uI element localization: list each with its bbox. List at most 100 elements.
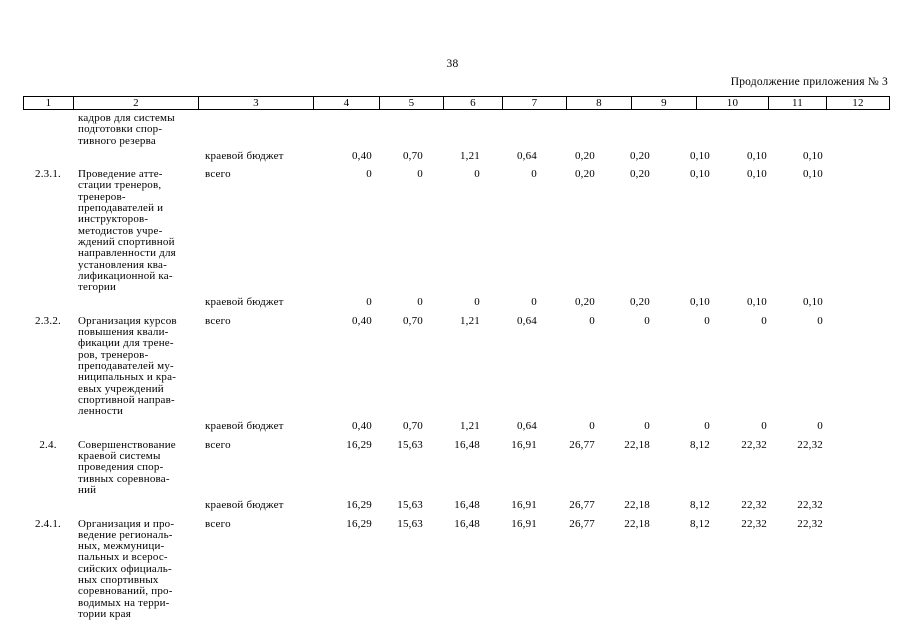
row-number: 2.4. [39,438,57,451]
value-cell: 0,64 [516,314,537,327]
value-cell: 0,70 [402,314,423,327]
value-cell: 0 [817,420,823,433]
value-cell: 0,20 [574,149,595,162]
value-cell: 0 [704,314,710,327]
value-cell: 26,77 [569,517,595,530]
value-cell: 16,48 [454,438,480,451]
table-row-group: 2.3.1. Проведение атте- стации тренеров,… [23,168,883,309]
table-row-group: 2.3.2. Организация курсов повышения квал… [23,314,883,433]
column-number-header: 1 2 3 4 5 6 7 8 9 10 11 12 [23,96,890,110]
value-cell: 0,10 [802,296,823,309]
value-cell: 0 [474,168,480,181]
column-header-cell: 4 [313,96,380,110]
value-cell: 0 [474,296,480,309]
row-number: 2.3.2. [35,314,61,327]
value-cell: 8,12 [689,499,710,512]
value-cell: 16,29 [346,499,372,512]
column-header-cell: 7 [502,96,567,110]
value-cell: 0,10 [746,296,767,309]
table-body: кадров для системы подготовки спор- тивн… [23,112,883,627]
row-number: 2.3.1. [35,168,61,181]
value-cell: 15,63 [397,517,423,530]
value-cell: 0,20 [629,296,650,309]
value-cell: 0 [761,420,767,433]
funding-source-label: всего [205,438,231,451]
value-cell: 26,77 [569,438,595,451]
funding-source-label: краевой бюджет [205,499,284,512]
value-cell: 0,20 [574,296,595,309]
value-cell: 0 [644,314,650,327]
value-cell: 16,29 [346,438,372,451]
value-cell: 0,10 [802,168,823,181]
value-cell: 8,12 [689,438,710,451]
value-cell: 22,18 [624,438,650,451]
value-cell: 0 [531,296,537,309]
value-cell: 26,77 [569,499,595,512]
value-cell: 22,32 [741,438,767,451]
value-cell: 22,18 [624,499,650,512]
value-cell: 0 [817,314,823,327]
value-cell: 0,40 [351,314,372,327]
funding-source-label: всего [205,314,231,327]
column-header-cell: 12 [826,96,890,110]
column-header-cell: 11 [768,96,827,110]
value-cell: 0 [417,296,423,309]
value-cell: 22,18 [624,517,650,530]
funding-source-label: краевой бюджет [205,420,284,433]
value-cell: 15,63 [397,438,423,451]
value-cell: 0,70 [402,420,423,433]
column-header-cell: 5 [379,96,444,110]
value-cell: 0,40 [351,420,372,433]
column-header-cell: 2 [73,96,199,110]
table-row-group: кадров для системы подготовки спор- тивн… [23,112,883,162]
value-cell: 0 [704,420,710,433]
value-cell: 0,20 [629,168,650,181]
column-header-cell: 9 [631,96,697,110]
value-cell: 0,10 [802,149,823,162]
page-number: 38 [446,58,459,70]
value-cell: 1,21 [459,314,480,327]
value-cell: 0 [589,314,595,327]
value-cell: 22,32 [797,499,823,512]
value-cell: 0 [531,168,537,181]
value-cell: 1,21 [459,149,480,162]
value-cell: 0,10 [689,149,710,162]
row-description: Совершенствование краевой системы провед… [78,438,176,496]
value-cell: 0,40 [351,149,372,162]
value-cell: 0,10 [746,149,767,162]
value-cell: 0,20 [574,168,595,181]
value-cell: 16,91 [511,438,537,451]
value-cell: 15,63 [397,499,423,512]
row-description: Проведение атте- стации тренеров, тренер… [78,168,176,294]
column-header-cell: 10 [696,96,769,110]
value-cell: 0,20 [629,149,650,162]
row-description: Организация курсов повышения квали- фика… [78,314,177,418]
value-cell: 16,91 [511,517,537,530]
value-cell: 0 [761,314,767,327]
value-cell: 0 [417,168,423,181]
column-header-cell: 1 [23,96,74,110]
value-cell: 0 [366,168,372,181]
column-header-cell: 6 [443,96,503,110]
value-cell: 22,32 [741,517,767,530]
value-cell: 0,64 [516,420,537,433]
continuation-note: Продолжение приложения № 3 [730,76,888,88]
table-row-group: 2.4.1. Организация и про- ведение регион… [23,517,883,621]
funding-source-label: краевой бюджет [205,296,284,309]
funding-source-label: краевой бюджет [205,149,284,162]
funding-source-label: всего [205,168,231,181]
value-cell: 16,48 [454,517,480,530]
funding-source-label: всего [205,517,231,530]
row-description: кадров для системы подготовки спор- тивн… [78,112,175,147]
value-cell: 22,32 [797,438,823,451]
value-cell: 22,32 [797,517,823,530]
value-cell: 16,29 [346,517,372,530]
value-cell: 22,32 [741,499,767,512]
table-row-group: 2.4. Совершенствование краевой системы п… [23,438,883,512]
value-cell: 0,10 [689,168,710,181]
value-cell: 0,10 [689,296,710,309]
row-description: Организация и про- ведение региональ- ны… [78,517,175,620]
value-cell: 0 [644,420,650,433]
value-cell: 0 [589,420,595,433]
